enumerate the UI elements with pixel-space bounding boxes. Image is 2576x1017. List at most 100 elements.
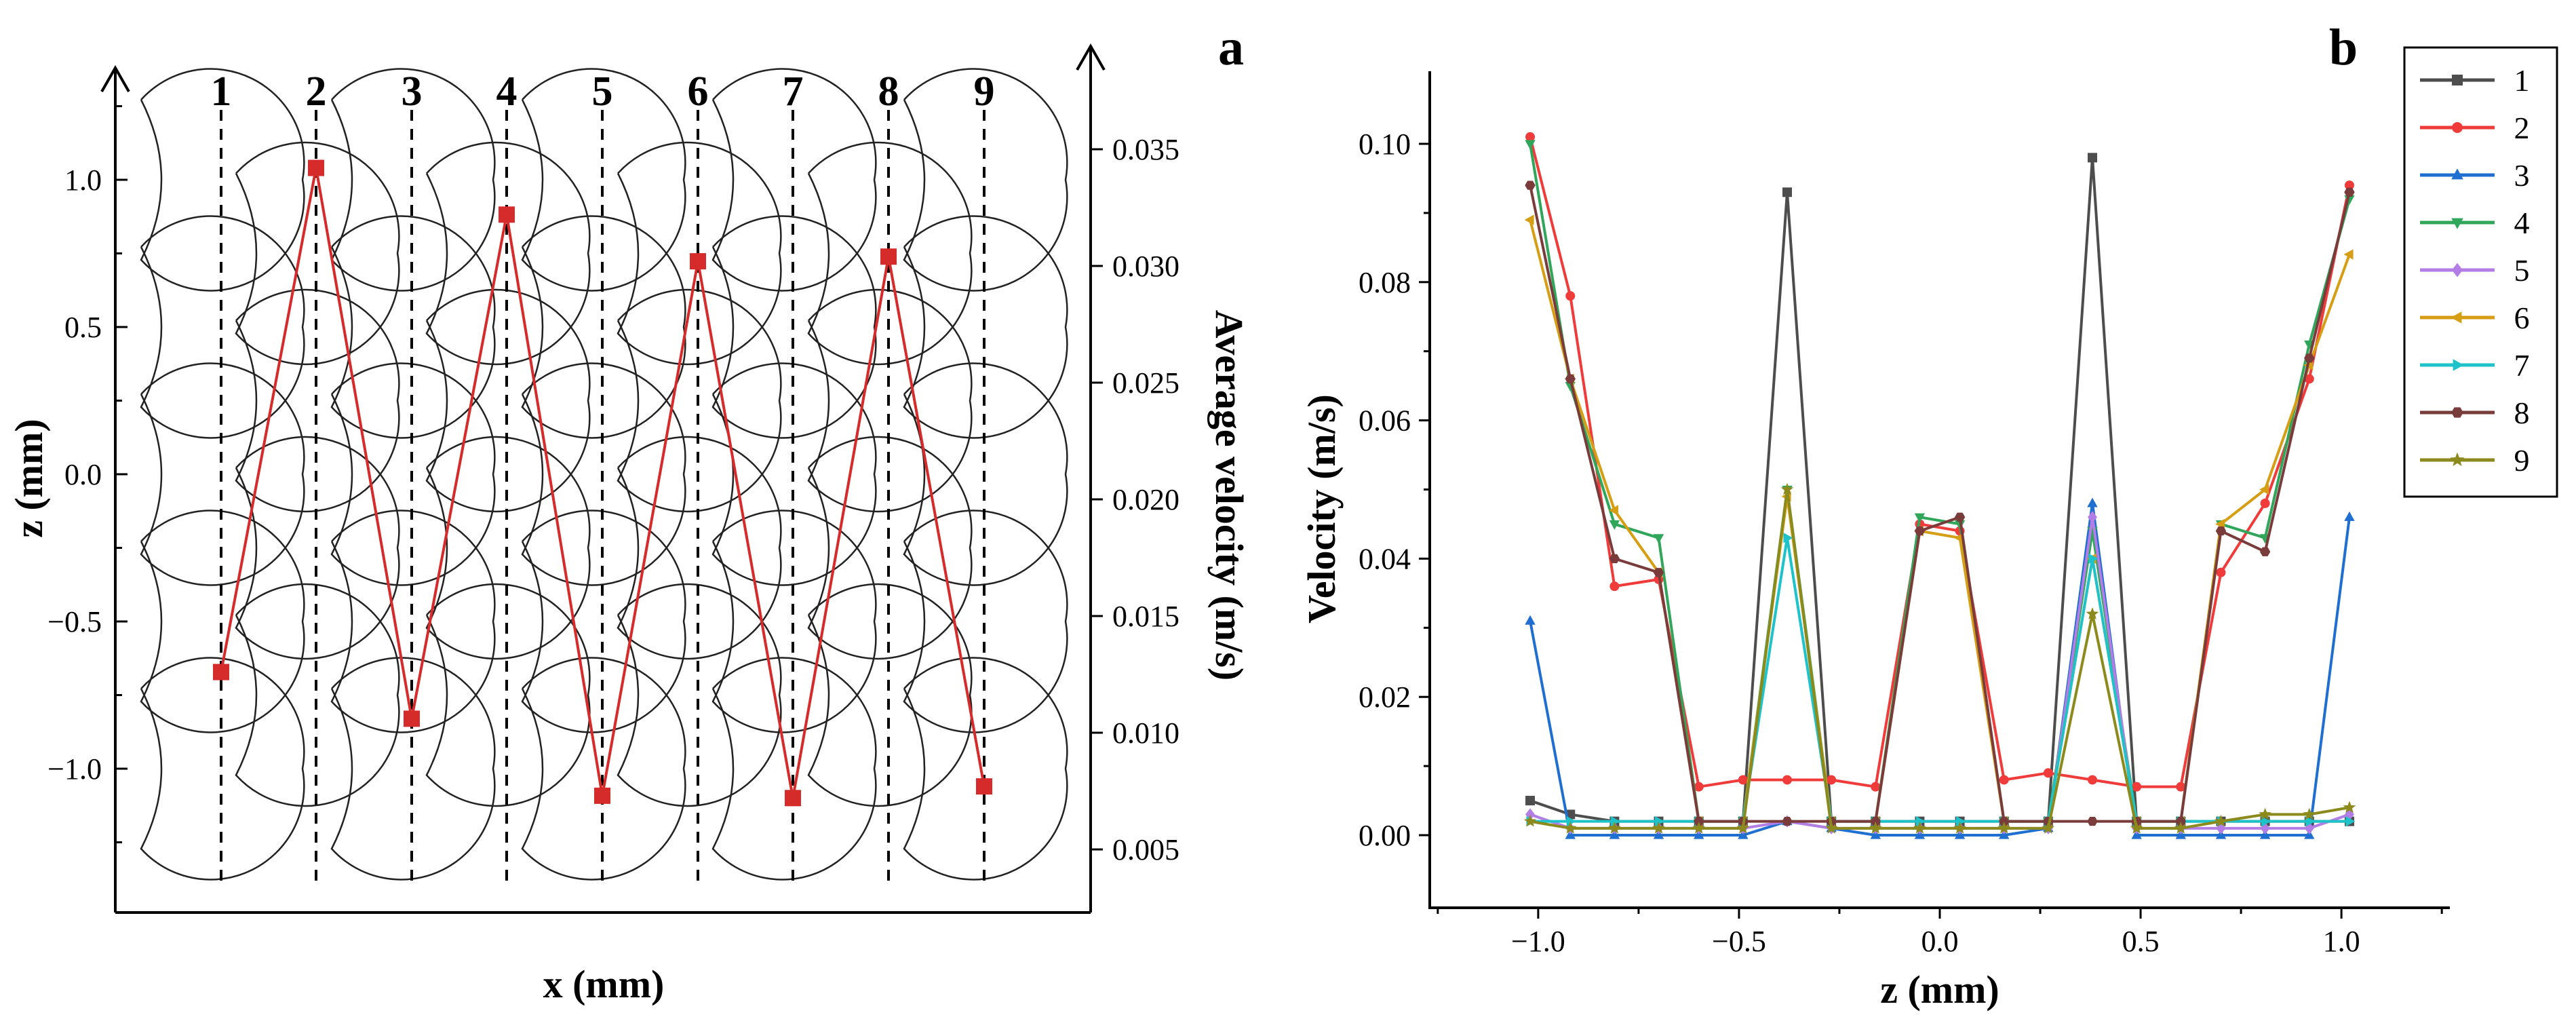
legend-marker	[2451, 407, 2463, 418]
panel-a-z-ticks: 1.0 0.5 0.0 −0.5 −1.0	[47, 105, 128, 843]
panel-b-y-tick-label: 0.04	[1359, 542, 1411, 575]
series-point-9	[1523, 814, 1537, 827]
average-velocity-point	[976, 778, 992, 795]
microwell-outline	[235, 141, 400, 366]
microwell-outline	[617, 141, 782, 366]
legend-box	[2403, 46, 2558, 498]
legend-label: 7	[2514, 348, 2530, 383]
panel-a-left-axis-arrow	[100, 64, 130, 92]
microwell-outline	[711, 657, 877, 881]
microwell-outline	[903, 510, 1068, 733]
series-line-2	[1529, 136, 2351, 788]
panel-b-y-tick-label: 0.06	[1359, 404, 1411, 438]
panel-b-y-tick-label: 0.10	[1359, 128, 1411, 161]
microwell-outline	[140, 215, 305, 439]
series-point-8	[1782, 816, 1793, 826]
series-point-9	[1997, 822, 2011, 834]
legend-marker	[2453, 359, 2464, 371]
series-point-2	[1738, 775, 1748, 785]
series-point-6	[1524, 214, 1534, 225]
microwell-outline	[425, 141, 591, 366]
series-point-9	[2303, 807, 2316, 820]
average-velocity-point	[499, 206, 515, 223]
microwell-outline	[807, 288, 973, 513]
series-point-8	[2215, 526, 2227, 536]
series-point-3	[2087, 497, 2098, 507]
panel-a-velocity-tick-label: 0.020	[1112, 483, 1179, 516]
series-point-7	[1566, 815, 1576, 827]
series-point-3	[1525, 615, 1536, 625]
microwell-outline	[521, 215, 686, 439]
series-point-6	[1608, 505, 1618, 516]
legend-marker	[2452, 122, 2463, 133]
series-3	[1525, 497, 2355, 839]
legend-marker	[2451, 311, 2462, 324]
series-7	[1526, 533, 2356, 827]
series-point-7	[1783, 533, 1793, 543]
series-point-2	[2132, 782, 2142, 792]
legend-label: 8	[2514, 396, 2530, 430]
legend: 1 2 3 4 5 6 7 8 9	[2403, 46, 2558, 498]
microwell-outline	[425, 288, 591, 513]
panel-a-velocity-tick-label: 0.010	[1112, 716, 1179, 750]
series-point-9	[1869, 822, 1882, 834]
column-label: 8	[878, 69, 899, 115]
series-point-8	[1694, 816, 1704, 826]
series-point-8	[1525, 180, 1536, 190]
series-point-9	[1736, 822, 1750, 834]
panel-b-x-tick-label: 0.5	[2122, 925, 2160, 958]
series-point-2	[1782, 775, 1792, 785]
series-point-8	[1870, 816, 1881, 826]
panel-a-y2-axis-title: Average velocity (m/s)	[1207, 310, 1251, 680]
microwell-outline	[617, 288, 782, 513]
series-point-8	[2175, 816, 2186, 826]
velocity-series	[1523, 132, 2356, 839]
panel-b-axes	[1428, 71, 2450, 909]
panel-a-velocity-tick-label: 0.030	[1112, 250, 1179, 283]
series-point-7	[2088, 553, 2099, 564]
legend-label: 1	[2514, 63, 2530, 98]
series-point-8	[1999, 816, 2010, 826]
panel-b-z-ticks: −1.0 −0.5 0.0 0.5 1.0	[1437, 908, 2443, 958]
panel-a-z-tick-label: 1.0	[64, 164, 102, 197]
series-point-2	[1999, 775, 2009, 785]
microwell-outline	[617, 436, 782, 660]
panel-b-x-tick-label: −0.5	[1712, 925, 1766, 958]
panel-a-velocity-tick-label: 0.035	[1112, 133, 1179, 166]
microwell-outline	[330, 362, 496, 586]
panel-b-y-tick-label: 0.00	[1359, 819, 1411, 852]
series-point-2	[1694, 782, 1704, 792]
series-point-2	[2088, 775, 2098, 785]
panel-a-right-axis-arrow	[1076, 43, 1106, 71]
microwell-outline	[903, 362, 1068, 586]
series-point-9	[1692, 822, 1706, 834]
microwell-outline	[903, 68, 1068, 292]
panel-a-z-tick-label: 0.0	[64, 458, 102, 491]
series-point-2	[2344, 180, 2354, 191]
series-line-4	[1529, 143, 2351, 823]
series-point-9	[2130, 822, 2143, 834]
series-point-8	[2344, 187, 2355, 197]
average-velocity-point	[404, 710, 420, 727]
series-point-4	[1653, 534, 1664, 544]
series-point-1	[2088, 153, 2098, 163]
series-point-6	[2259, 484, 2269, 495]
microwell-outline	[711, 510, 877, 733]
series-point-7	[1915, 815, 1926, 827]
panel-b-label: b	[2329, 19, 2358, 76]
series-point-1	[1782, 187, 1792, 197]
legend-label: 9	[2514, 443, 2530, 478]
series-line-8	[1529, 185, 2351, 823]
column-label: 5	[592, 69, 613, 115]
series-point-2	[2216, 567, 2226, 577]
series-point-8	[2304, 353, 2315, 363]
series-point-2	[2260, 498, 2270, 508]
microwell-outline	[235, 436, 400, 660]
panel-a-velocity-tick-label: 0.015	[1112, 600, 1179, 633]
column-label: 9	[974, 69, 995, 115]
column-label: 6	[688, 69, 709, 115]
column-number-labels: 1 2 3 4 5 6 7 8 9	[211, 69, 995, 115]
series-point-9	[1608, 822, 1621, 834]
series-point-8	[1954, 512, 1966, 522]
